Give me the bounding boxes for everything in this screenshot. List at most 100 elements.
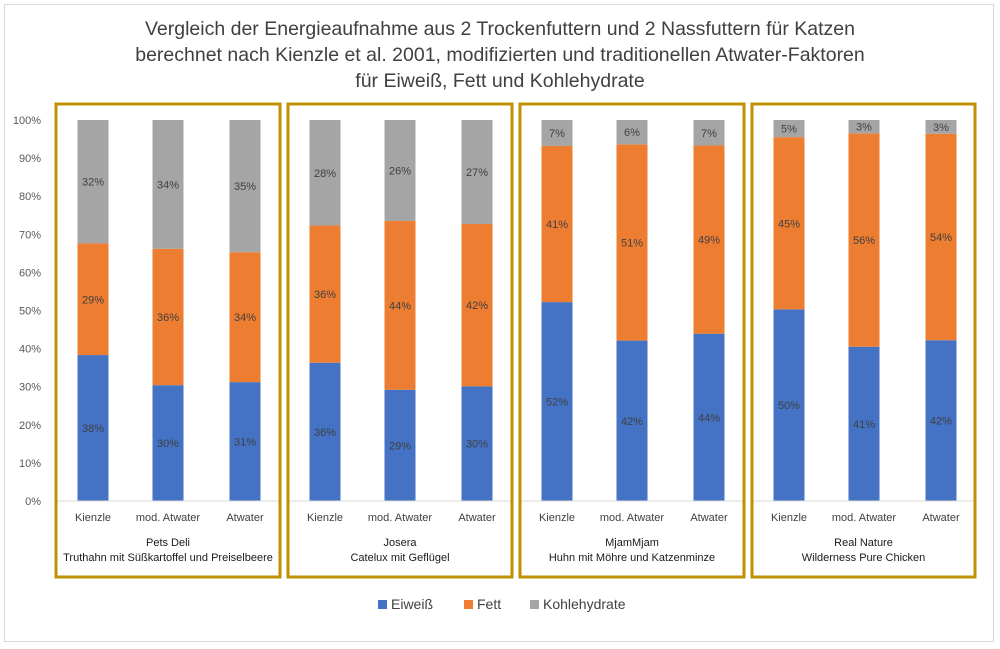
y-tick-label: 30%	[19, 382, 41, 394]
x-category-label: mod. Atwater	[600, 512, 665, 524]
y-tick-label: 90%	[19, 153, 41, 165]
bar-segment-eiweiß	[152, 385, 184, 501]
y-tick-label: 10%	[19, 458, 41, 470]
data-label: 29%	[389, 440, 411, 452]
data-label: 54%	[930, 232, 952, 244]
bar-segment-fett	[693, 145, 725, 334]
x-category-label: Kienzle	[75, 512, 111, 524]
data-label: 30%	[157, 438, 179, 450]
bar-segment-kohlehydrate	[693, 120, 725, 146]
bar-segment-kohlehydrate	[152, 120, 184, 249]
x-category-label: Atwater	[922, 512, 960, 524]
chart-title-line: für Eiweiß, Fett und Kohlehydrate	[355, 70, 644, 92]
bar-segment-kohlehydrate	[77, 120, 109, 244]
bar-segment-eiweiß	[384, 389, 416, 501]
data-label: 44%	[698, 412, 720, 424]
x-category-label: mod. Atwater	[136, 512, 201, 524]
data-label: 41%	[853, 419, 875, 431]
x-category-label: Kienzle	[307, 512, 343, 524]
data-label: 52%	[546, 397, 568, 409]
data-label: 28%	[314, 168, 336, 180]
data-label: 51%	[621, 237, 643, 249]
y-tick-label: 20%	[19, 420, 41, 432]
bar-segment-fett	[541, 145, 573, 303]
y-tick-label: 80%	[19, 191, 41, 203]
group-border-box	[54, 102, 282, 579]
bar-segment-kohlehydrate	[229, 120, 261, 253]
x-category-label: Atwater	[458, 512, 496, 524]
data-label: 50%	[778, 400, 800, 412]
chart-title-line: Vergleich der Energieaufnahme aus 2 Troc…	[145, 18, 855, 40]
group-label-subtitle: Huhn mit Möhre und Katzenminze	[549, 552, 715, 564]
group-label-title: Josera	[383, 537, 417, 549]
x-category-label: Kienzle	[771, 512, 807, 524]
group-label-title: MjamMjam	[605, 537, 659, 549]
bar-segment-eiweiß	[616, 340, 648, 501]
data-label: 3%	[933, 122, 949, 134]
data-label: 6%	[624, 127, 640, 139]
y-tick-label: 0%	[25, 496, 41, 508]
bar-segment-fett	[229, 252, 261, 383]
data-label: 29%	[82, 294, 104, 306]
data-label: 36%	[314, 289, 336, 301]
data-label: 7%	[549, 128, 565, 140]
data-label: 31%	[234, 437, 256, 449]
bar-segment-fett	[925, 133, 957, 341]
data-label: 42%	[930, 416, 952, 428]
bar-segment-eiweiß	[848, 346, 880, 501]
y-tick-label: 60%	[19, 267, 41, 279]
legend-label: Eiweiß	[391, 596, 433, 612]
y-tick-label: 100%	[13, 115, 41, 127]
group-label-title: Pets Deli	[146, 537, 190, 549]
bar-segment-kohlehydrate	[848, 120, 880, 134]
x-category-label: Kienzle	[539, 512, 575, 524]
bar-segment-eiweiß	[229, 382, 261, 501]
group-border-box	[750, 102, 977, 579]
data-label: 7%	[701, 128, 717, 140]
bar-segment-eiweiß	[541, 302, 573, 501]
data-label: 38%	[82, 423, 104, 435]
bar-segment-fett	[773, 137, 805, 310]
bar-segment-kohlehydrate	[541, 120, 573, 146]
data-label: 56%	[853, 235, 875, 247]
data-label: 5%	[781, 124, 797, 136]
bar-segment-kohlehydrate	[461, 120, 493, 225]
bar-segment-fett	[616, 144, 648, 341]
chart-title-line: berechnet nach Kienzle et al. 2001, modi…	[135, 44, 865, 66]
bar-segment-eiweiß	[773, 309, 805, 501]
data-label: 41%	[546, 219, 568, 231]
data-label: 44%	[389, 300, 411, 312]
data-label: 34%	[234, 312, 256, 324]
bar-segment-fett	[461, 224, 493, 387]
x-category-label: Atwater	[690, 512, 728, 524]
x-category-label: mod. Atwater	[832, 512, 897, 524]
data-label: 36%	[157, 312, 179, 324]
y-tick-label: 50%	[19, 306, 41, 318]
bar-segment-kohlehydrate	[309, 120, 341, 226]
bar-segment-eiweiß	[77, 355, 109, 501]
bar-segment-kohlehydrate	[773, 120, 805, 138]
y-tick-label: 70%	[19, 229, 41, 241]
bar-segment-kohlehydrate	[384, 120, 416, 221]
y-tick-label: 40%	[19, 344, 41, 356]
bar-segment-kohlehydrate	[925, 120, 957, 134]
group-label-subtitle: Truthahn mit Süßkartoffel und Preiselbee…	[63, 552, 273, 564]
legend-swatch-eiweiß	[378, 600, 387, 609]
bar-segment-fett	[384, 220, 416, 390]
x-category-label: Atwater	[226, 512, 264, 524]
bar-segment-fett	[152, 248, 184, 386]
bar-segment-eiweiß	[693, 333, 725, 501]
bar-segment-kohlehydrate	[616, 120, 648, 145]
data-label: 27%	[466, 167, 488, 179]
data-label: 49%	[698, 235, 720, 247]
x-category-label: mod. Atwater	[368, 512, 433, 524]
group-border-box	[518, 102, 746, 579]
data-label: 35%	[234, 181, 256, 193]
legend-swatch-kohlehydrate	[530, 600, 539, 609]
data-label: 3%	[856, 122, 872, 134]
group-label-subtitle: Catelux mit Geflügel	[350, 552, 449, 564]
data-label: 42%	[466, 300, 488, 312]
group-label-subtitle: Wilderness Pure Chicken	[802, 552, 926, 564]
bar-segment-fett	[77, 243, 109, 356]
